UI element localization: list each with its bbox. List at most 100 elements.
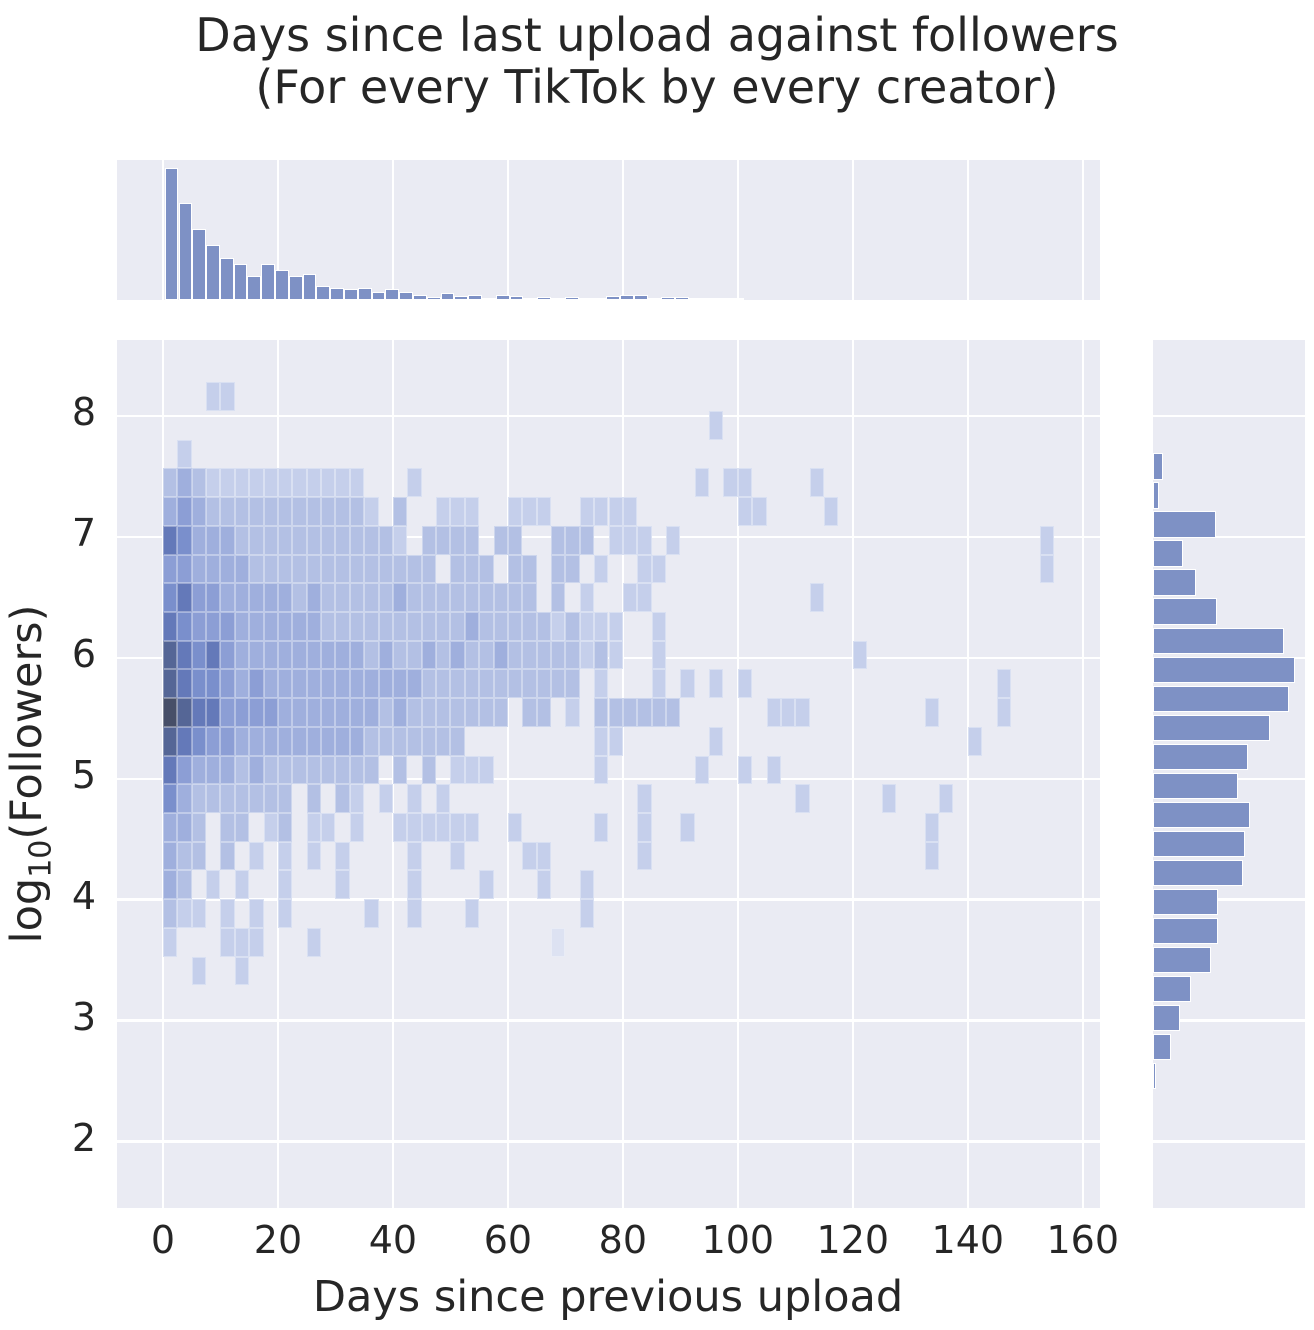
top-marginal-bar [661,297,676,300]
heatmap-cell [263,640,278,670]
top-marginal-bar [426,297,441,300]
y-label-prefix: log [2,877,52,944]
heatmap-cell [277,841,293,871]
heatmap-cell [378,784,393,813]
top-marginal-bar [633,294,648,300]
heatmap-cell [321,497,336,526]
x-tick-label: 0 [150,1218,176,1262]
heatmap-cell [335,468,350,498]
heatmap-cell [450,841,465,871]
right-marginal-bar [1153,1062,1156,1090]
heatmap-cell [651,640,666,670]
heatmap-cell [551,640,566,670]
heatmap-cell [191,784,207,813]
heatmap-cell [594,755,609,785]
heatmap-cell [191,583,207,612]
heatmap-cell [234,468,250,498]
heatmap-cell [421,640,437,670]
gridline-y-4 [117,898,1100,901]
heatmap-cell [364,554,379,584]
heatmap-cell [852,640,868,670]
heatmap-cell [249,784,264,813]
heatmap-cell [349,812,365,842]
heatmap-cell [364,726,379,756]
heatmap-cell [349,554,365,584]
heatmap-cell [436,497,451,526]
heatmap-cell [177,698,192,727]
y-label-subscript: 10 [23,839,59,878]
heatmap-cell [206,525,221,555]
heatmap-cell [551,927,566,957]
heatmap-cell [464,755,480,785]
heatmap-cell [364,698,379,727]
top-marginal-bar [606,296,620,300]
heatmap-cell [421,755,437,785]
heatmap-cell [766,755,781,785]
heatmap-cell [263,612,278,641]
heatmap-cell [249,899,264,928]
heatmap-cell [277,870,293,900]
heatmap-cell [249,468,264,498]
heatmap-cell [565,525,580,555]
heatmap-cell [436,583,451,612]
heatmap-cell [536,870,551,900]
heatmap-cell [522,497,537,526]
x-tick-label: 20 [253,1218,303,1262]
heatmap-cell [579,870,595,900]
right-marginal-bar [1153,772,1239,800]
gridline-x-40 [391,160,395,300]
heatmap-cell [162,669,178,699]
heatmap-cell [277,899,293,928]
heatmap-cell [306,927,322,957]
heatmap-cell [522,554,537,584]
heatmap-cell [594,497,609,526]
heatmap-cell [191,468,207,498]
heatmap-cell [407,784,422,813]
heatmap-cell [249,525,264,555]
right-marginal-bar [1153,540,1183,567]
heatmap-cell [436,784,451,813]
heatmap-cell [277,812,293,842]
heatmap-cell [407,812,422,842]
heatmap-cell [220,382,235,411]
right-marginal-bar [1153,569,1196,596]
heatmap-cell [522,698,537,727]
heatmap-cell [565,554,580,584]
y-tick-label: 8 [71,390,96,435]
heatmap-cell [234,812,250,842]
heatmap-cell [967,726,983,756]
top-marginal-bar [675,297,689,300]
top-marginal-bar [413,294,427,300]
heatmap-cell [277,698,293,727]
heatmap-cell [364,640,379,670]
x-tick-label: 60 [483,1218,533,1262]
heatmap-cell [637,698,652,727]
heatmap-cell [234,612,250,641]
heatmap-cell [234,583,250,612]
gridline-x-60 [506,160,510,300]
top-marginal-bar [288,276,303,300]
heatmap-cell [220,784,235,813]
heatmap-cell [507,497,523,526]
heatmap-cell [594,812,609,842]
x-tick-label: 160 [1046,1218,1120,1262]
heatmap-cell [364,612,379,641]
heatmap-cell [206,726,221,756]
heatmap-cell [464,899,480,928]
heatmap-cell [292,726,307,756]
heatmap-cell [249,927,264,957]
heatmap-cell [694,468,710,498]
x-tick-label: 80 [598,1218,648,1262]
y-tick-label: 7 [71,511,96,556]
heatmap-cell [349,612,365,641]
heatmap-cell [234,956,250,986]
heatmap-cell [737,497,753,526]
heatmap-cell [680,812,695,842]
heatmap-cell [407,468,422,498]
heatmap-cell [206,870,221,900]
heatmap-cell [565,698,580,727]
heatmap-cell [206,640,221,670]
heatmap-cell [392,669,408,699]
right-marginal-bar [1153,975,1192,1003]
